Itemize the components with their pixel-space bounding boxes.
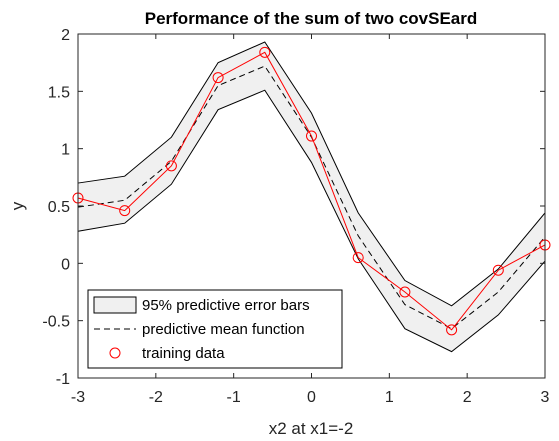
legend-band-swatch	[93, 296, 137, 314]
y-tick-label: -0.5	[42, 314, 70, 331]
training-point	[492, 264, 504, 276]
training-point	[119, 205, 131, 217]
x-tick-label: 1	[385, 389, 394, 406]
y-tick-label: 0	[61, 256, 70, 273]
y-tick-label: 1.5	[48, 84, 70, 101]
training-point	[352, 252, 364, 264]
training-point	[212, 72, 224, 84]
x-tick-label: -2	[149, 389, 163, 406]
x-axis-label: x2 at x1=-2	[269, 419, 354, 438]
x-tick-label: 3	[541, 389, 550, 406]
training-point	[306, 130, 317, 142]
legend-entry-label: 95% predictive error bars	[142, 297, 310, 314]
legend: 95% predictive error bars predictive mean…	[87, 289, 343, 369]
x-tick-label: -3	[71, 389, 85, 406]
y-axis-label: y	[8, 201, 27, 210]
training-point	[165, 160, 177, 172]
chart-title: Performance of the sum of two covSEard	[145, 9, 478, 28]
x-tick-label: 2	[463, 389, 472, 406]
y-tick-label: 1	[61, 142, 70, 159]
legend-training-swatch	[109, 347, 121, 359]
training-point	[399, 286, 411, 298]
x-tick-label: -1	[227, 389, 241, 406]
legend-entry-label: predictive mean function	[142, 321, 305, 338]
axes: -3 -2 -1 0 1 2 3 -1 -0.5 0 0.5 1 1.5 2	[42, 27, 549, 406]
training-line	[77, 51, 546, 331]
y-tick-label: 0.5	[48, 199, 70, 216]
x-tick-label: 0	[307, 389, 316, 406]
training-point	[446, 324, 458, 336]
y-tick-label: 2	[61, 27, 70, 44]
training-point	[259, 46, 271, 58]
legend-entry-label: training data	[142, 345, 225, 362]
y-tick-label: -1	[56, 371, 70, 388]
